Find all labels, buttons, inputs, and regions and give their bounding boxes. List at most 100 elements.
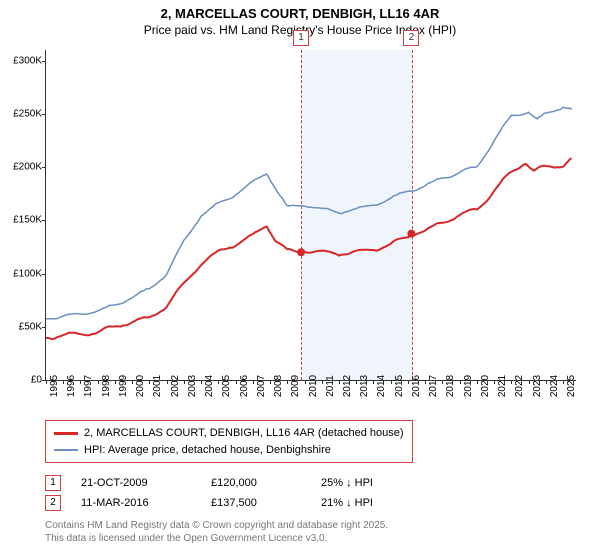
x-tick	[511, 380, 512, 384]
x-axis-label: 2001	[152, 375, 163, 397]
x-axis-label: 2015	[394, 375, 405, 397]
x-tick	[356, 380, 357, 384]
footer-text: Contains HM Land Registry data © Crown c…	[45, 519, 575, 545]
x-tick	[373, 380, 374, 384]
x-tick	[442, 380, 443, 384]
legend-swatch-series2	[54, 449, 78, 451]
transaction-date: 11-MAR-2016	[81, 497, 191, 509]
y-axis-label: £300K	[13, 55, 42, 66]
x-axis-label: 2012	[342, 375, 353, 397]
x-tick	[546, 380, 547, 384]
x-axis-label: 2002	[170, 375, 181, 397]
marker-dot-2	[407, 230, 415, 238]
legend-row-series2: HPI: Average price, detached house, Denb…	[54, 442, 404, 459]
x-tick	[236, 380, 237, 384]
legend-swatch-series1	[54, 432, 78, 435]
x-axis-label: 1996	[66, 375, 77, 397]
y-tick	[42, 167, 46, 168]
y-axis-label: £250K	[13, 108, 42, 119]
transaction-marker-box: 1	[45, 475, 61, 491]
transaction-price: £137,500	[211, 497, 301, 509]
x-tick	[149, 380, 150, 384]
x-tick	[115, 380, 116, 384]
x-axis-label: 2003	[187, 375, 198, 397]
x-tick	[201, 380, 202, 384]
x-axis-label: 2011	[325, 375, 336, 397]
x-tick	[322, 380, 323, 384]
y-tick	[42, 220, 46, 221]
y-axis-label: £100K	[13, 268, 42, 279]
x-axis-label: 2023	[532, 375, 543, 397]
x-axis-label: 2025	[566, 375, 577, 397]
x-tick	[563, 380, 564, 384]
transaction-marker-box: 2	[45, 495, 61, 511]
y-axis-label: £50K	[19, 321, 42, 332]
x-tick	[184, 380, 185, 384]
y-tick	[42, 274, 46, 275]
x-tick	[529, 380, 530, 384]
footer-line1: Contains HM Land Registry data © Crown c…	[45, 519, 575, 532]
transaction-row: 1 21-OCT-2009 £120,000 25% ↓ HPI	[45, 473, 575, 493]
marker-dot-1	[297, 248, 305, 256]
x-tick	[425, 380, 426, 384]
x-tick	[270, 380, 271, 384]
x-axis-label: 2016	[411, 375, 422, 397]
x-axis-label: 2019	[463, 375, 474, 397]
x-axis-label: 2024	[549, 375, 560, 397]
x-axis-label: 2017	[428, 375, 439, 397]
footer-line2: This data is licensed under the Open Gov…	[45, 532, 575, 545]
transaction-price: £120,000	[211, 477, 301, 489]
x-tick	[98, 380, 99, 384]
marker-box-2: 2	[403, 30, 419, 46]
x-axis-label: 1999	[118, 375, 129, 397]
x-axis-label: 1995	[49, 375, 60, 397]
x-axis-label: 2010	[308, 375, 319, 397]
y-tick	[42, 61, 46, 62]
x-axis-label: 2005	[221, 375, 232, 397]
y-tick	[42, 327, 46, 328]
x-axis-label: 2014	[376, 375, 387, 397]
legend-label-series1: 2, MARCELLAS COURT, DENBIGH, LL16 4AR (d…	[84, 425, 404, 442]
x-axis-label: 2004	[204, 375, 215, 397]
x-tick	[494, 380, 495, 384]
x-axis-label: 2018	[445, 375, 456, 397]
x-tick	[218, 380, 219, 384]
y-axis-label: £200K	[13, 162, 42, 173]
y-tick	[42, 114, 46, 115]
x-tick	[305, 380, 306, 384]
series-line-hpi	[46, 107, 572, 318]
transaction-hpi-diff: 21% ↓ HPI	[321, 497, 421, 509]
chart-lines-svg	[46, 50, 576, 380]
x-axis-label: 2006	[239, 375, 250, 397]
x-axis-label: 2007	[256, 375, 267, 397]
x-axis-label: 2022	[514, 375, 525, 397]
x-tick	[46, 380, 47, 384]
y-axis-label: £0	[31, 375, 42, 386]
x-tick	[477, 380, 478, 384]
x-tick	[253, 380, 254, 384]
x-axis-label: 1998	[101, 375, 112, 397]
transaction-date: 21-OCT-2009	[81, 477, 191, 489]
x-axis-label: 2021	[497, 375, 508, 397]
x-axis-label: 2009	[290, 375, 301, 397]
x-axis-label: 1997	[83, 375, 94, 397]
plot-area: £0£50K£100K£150K£200K£250K£300K199519961…	[45, 50, 576, 381]
transaction-rows: 1 21-OCT-2009 £120,000 25% ↓ HPI 2 11-MAR-201…	[45, 473, 575, 513]
x-axis-label: 2000	[135, 375, 146, 397]
x-axis-label: 2008	[273, 375, 284, 397]
x-axis-label: 2013	[359, 375, 370, 397]
transaction-hpi-diff: 25% ↓ HPI	[321, 477, 421, 489]
legend-row-series1: 2, MARCELLAS COURT, DENBIGH, LL16 4AR (d…	[54, 425, 404, 442]
legend-panel: 2, MARCELLAS COURT, DENBIGH, LL16 4AR (d…	[45, 420, 575, 545]
x-tick	[339, 380, 340, 384]
x-tick	[132, 380, 133, 384]
y-axis-label: £150K	[13, 215, 42, 226]
chart-title: 2, MARCELLAS COURT, DENBIGH, LL16 4AR	[0, 0, 600, 23]
chart-container: 2, MARCELLAS COURT, DENBIGH, LL16 4AR Pr…	[0, 0, 600, 560]
x-tick	[460, 380, 461, 384]
legend-label-series2: HPI: Average price, detached house, Denb…	[84, 442, 331, 459]
x-tick	[391, 380, 392, 384]
transaction-row: 2 11-MAR-2016 £137,500 21% ↓ HPI	[45, 493, 575, 513]
x-axis-label: 2020	[480, 375, 491, 397]
legend-box: 2, MARCELLAS COURT, DENBIGH, LL16 4AR (d…	[45, 420, 413, 463]
